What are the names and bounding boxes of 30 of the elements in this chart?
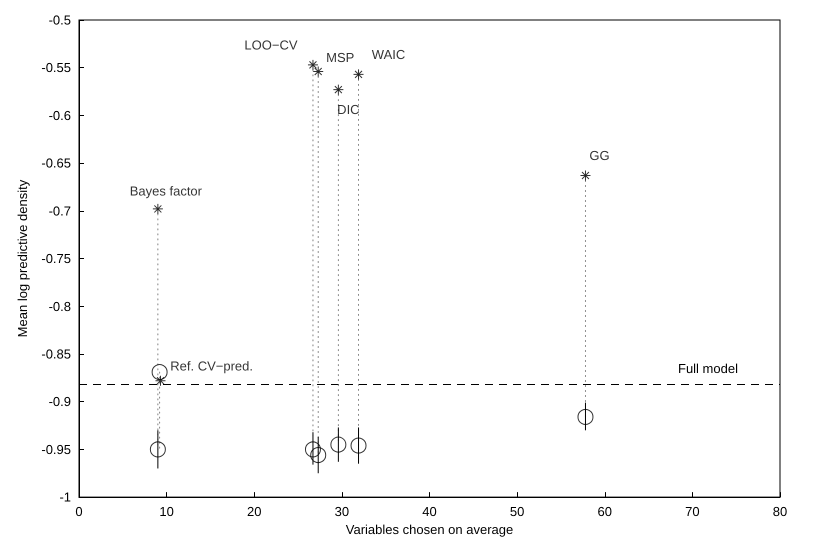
x-axis-title: Variables chosen on average [346, 522, 514, 537]
x-tick-label: 10 [159, 504, 174, 520]
x-tick-label: 50 [510, 504, 524, 520]
annotation: Ref. CV−pred. [170, 358, 253, 374]
annotation: LOO−CV [244, 37, 298, 52]
y-tick-label: -1 [59, 490, 71, 505]
y-tick-label: -0.75 [41, 251, 71, 266]
annotation: DIC [337, 102, 360, 118]
annotation: WAIC [372, 46, 406, 62]
annotation: MSP [326, 50, 354, 66]
y-tick-label: -0.8 [48, 298, 71, 314]
annotation: GG [589, 148, 610, 164]
x-tick-label: 60 [598, 504, 612, 520]
y-tick-label: -0.95 [41, 442, 71, 457]
y-tick-label: -0.9 [48, 394, 71, 410]
y-tick-label: -0.85 [41, 346, 71, 362]
y-axis-title: Mean log predictive density [15, 179, 30, 338]
y-tick-label: -0.6 [48, 108, 71, 123]
y-tick-label: -0.7 [48, 203, 71, 218]
x-tick-label: 40 [422, 504, 437, 520]
ref-line-label: Full model [678, 361, 738, 376]
y-tick-label: -0.65 [41, 156, 71, 171]
x-tick-label: 20 [247, 504, 262, 520]
x-tick-label: 0 [75, 504, 83, 520]
y-tick-label: -0.55 [41, 60, 71, 76]
x-tick-label: 30 [334, 504, 350, 520]
x-tick-label: 80 [772, 504, 788, 520]
y-tick-label: -0.5 [48, 12, 71, 28]
annotation: Bayes factor [130, 183, 203, 198]
x-tick-label: 70 [685, 504, 700, 520]
